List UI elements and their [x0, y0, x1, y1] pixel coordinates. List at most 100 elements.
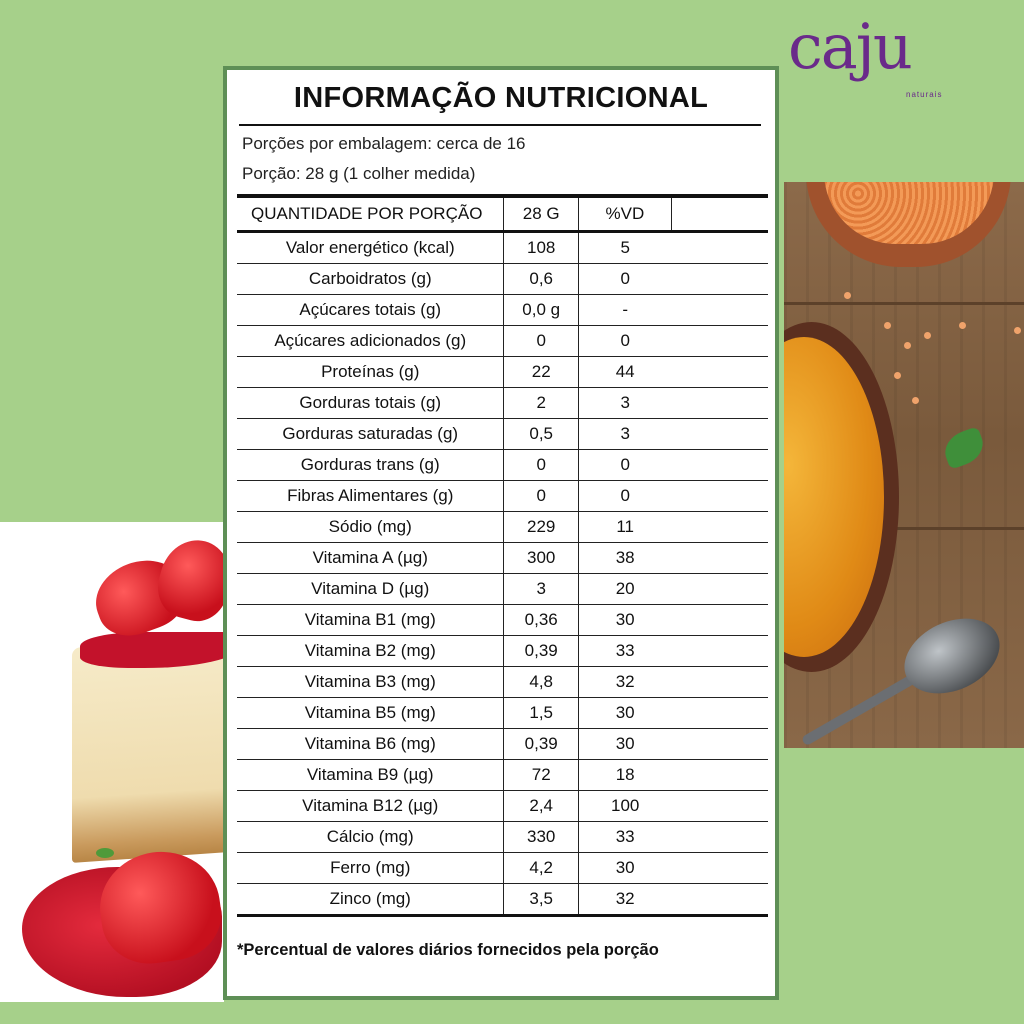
- table-row: Vitamina A (µg) 300 38: [237, 542, 768, 574]
- nutrient-name: Carboidratos (g): [237, 263, 505, 295]
- nutrient-name: Açúcares totais (g): [237, 294, 505, 326]
- table-row: Vitamina B9 (µg) 72 18: [237, 759, 768, 791]
- empty-cell: [671, 231, 768, 264]
- nutrient-quantity: 0: [503, 325, 579, 357]
- empty-cell: [671, 480, 768, 512]
- table-row: Gorduras saturadas (g) 0,5 3: [237, 418, 768, 450]
- table-row: Gorduras totais (g) 2 3: [237, 387, 768, 419]
- servings-per-package: Porções por embalagem: cerca de 16: [242, 134, 526, 153]
- nutrient-vd: 3: [578, 418, 672, 450]
- nutrient-vd: 0: [578, 325, 672, 357]
- nutrient-vd: 33: [578, 821, 672, 853]
- nutrient-quantity: 2,4: [503, 790, 579, 822]
- lentil-grain: [844, 292, 851, 299]
- nutrient-quantity: 108: [503, 231, 579, 264]
- nutrient-quantity: 300: [503, 542, 579, 574]
- nutrient-quantity: 3,5: [503, 883, 579, 917]
- empty-cell: [671, 759, 768, 791]
- nutrient-quantity: 72: [503, 759, 579, 791]
- table-row: Proteínas (g) 22 44: [237, 356, 768, 388]
- empty-cell: [671, 790, 768, 822]
- nutrient-vd: 0: [578, 263, 672, 295]
- nutrient-name: Gorduras totais (g): [237, 387, 505, 419]
- table-row: Sódio (mg) 229 11: [237, 511, 768, 543]
- nutrient-name: Ferro (mg): [237, 852, 505, 884]
- nutrient-name: Vitamina B3 (mg): [237, 666, 505, 698]
- nutrient-name: Vitamina B2 (mg): [237, 635, 505, 667]
- empty-cell: [671, 883, 768, 917]
- cheesecake-slice: [72, 636, 224, 863]
- caju-logo: caju naturais: [788, 6, 958, 116]
- nutrient-vd: 32: [578, 883, 672, 917]
- nutrient-quantity: 2: [503, 387, 579, 419]
- empty-cell: [671, 449, 768, 481]
- nutrient-vd: 30: [578, 697, 672, 729]
- nutrient-name: Açúcares adicionados (g): [237, 325, 505, 357]
- nutrient-vd: 100: [578, 790, 672, 822]
- lentil-grain: [912, 397, 919, 404]
- nutrient-quantity: 0: [503, 480, 579, 512]
- footnote: *Percentual de valores diários fornecido…: [237, 941, 659, 959]
- nutrient-name: Vitamina B5 (mg): [237, 697, 505, 729]
- table-row: Açúcares adicionados (g) 0 0: [237, 325, 768, 357]
- nutrient-vd: 3: [578, 387, 672, 419]
- empty-cell: [671, 573, 768, 605]
- header-vd: %VD: [578, 194, 672, 233]
- nutrient-vd: 33: [578, 635, 672, 667]
- nutrient-vd: 30: [578, 728, 672, 760]
- empty-cell: [671, 511, 768, 543]
- wood-plank-line: [784, 302, 1024, 305]
- header-quantity-per-serving: QUANTIDADE POR PORÇÃO: [237, 194, 505, 233]
- nutrient-name: Fibras Alimentares (g): [237, 480, 505, 512]
- empty-cell: [671, 387, 768, 419]
- nutrient-quantity: 4,2: [503, 852, 579, 884]
- nutrient-quantity: 0,5: [503, 418, 579, 450]
- empty-cell: [671, 728, 768, 760]
- table-row: Ferro (mg) 4,2 30: [237, 852, 768, 884]
- table-row: Vitamina B12 (µg) 2,4 100: [237, 790, 768, 822]
- nutrient-name: Vitamina B12 (µg): [237, 790, 505, 822]
- nutrient-vd: 0: [578, 480, 672, 512]
- empty-cell: [671, 325, 768, 357]
- empty-cell: [671, 294, 768, 326]
- nutrient-vd: 5: [578, 231, 672, 264]
- lentil-grain: [959, 322, 966, 329]
- table-header-row: QUANTIDADE POR PORÇÃO 28 G %VD: [237, 194, 768, 233]
- nutrient-quantity: 229: [503, 511, 579, 543]
- nutrient-quantity: 0,36: [503, 604, 579, 636]
- table-row: Cálcio (mg) 330 33: [237, 821, 768, 853]
- table-row: Fibras Alimentares (g) 0 0: [237, 480, 768, 512]
- header-28g: 28 G: [503, 194, 579, 233]
- nutrient-quantity: 0,0 g: [503, 294, 579, 326]
- empty-cell: [671, 666, 768, 698]
- empty-cell: [671, 635, 768, 667]
- nutrient-vd: 32: [578, 666, 672, 698]
- nutrient-vd: 0: [578, 449, 672, 481]
- empty-cell: [671, 418, 768, 450]
- nutrient-quantity: 22: [503, 356, 579, 388]
- nutrient-quantity: 330: [503, 821, 579, 853]
- lentil-soup-photo: [784, 182, 1024, 748]
- table-row: Zinco (mg) 3,5 32: [237, 883, 768, 917]
- nutrient-name: Gorduras saturadas (g): [237, 418, 505, 450]
- nutrient-name: Vitamina B9 (µg): [237, 759, 505, 791]
- lentil-grain: [1014, 327, 1021, 334]
- nutrient-name: Sódio (mg): [237, 511, 505, 543]
- nutrient-quantity: 0: [503, 449, 579, 481]
- empty-cell: [671, 604, 768, 636]
- nutrient-name: Valor energético (kcal): [237, 231, 505, 264]
- nutrition-facts-panel: INFORMAÇÃO NUTRICIONAL Porções por embal…: [223, 66, 779, 1000]
- parsley-leaf: [939, 426, 989, 470]
- lentil-grain: [884, 322, 891, 329]
- header-empty-cell: [671, 194, 768, 233]
- nutrient-quantity: 0,39: [503, 635, 579, 667]
- table-row: Vitamina B5 (mg) 1,5 30: [237, 697, 768, 729]
- nutrient-vd: -: [578, 294, 672, 326]
- nutrition-table: QUANTIDADE POR PORÇÃO 28 G %VD Valor ene…: [237, 194, 768, 917]
- nutrient-vd: 30: [578, 852, 672, 884]
- table-row: Vitamina B1 (mg) 0,36 30: [237, 604, 768, 636]
- nutrient-name: Proteínas (g): [237, 356, 505, 388]
- table-row: Gorduras trans (g) 0 0: [237, 449, 768, 481]
- table-row: Vitamina B3 (mg) 4,8 32: [237, 666, 768, 698]
- table-row: Valor energético (kcal) 108 5: [237, 231, 768, 264]
